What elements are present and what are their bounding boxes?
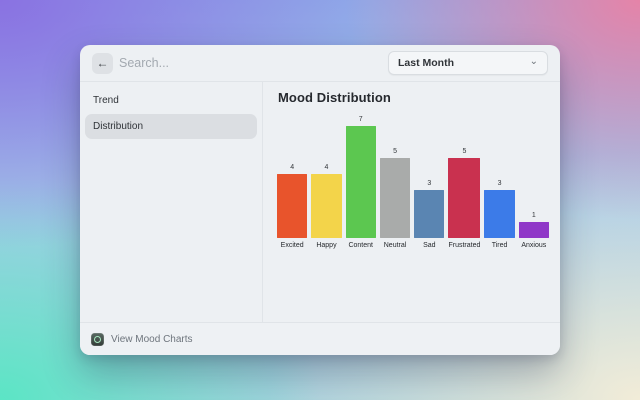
bar-category-label: Frustrated bbox=[448, 242, 481, 249]
bar-value-label: 3 bbox=[427, 180, 432, 187]
bar-neutral bbox=[379, 158, 411, 238]
bar-value-label: 7 bbox=[358, 116, 363, 123]
back-button[interactable]: ← bbox=[92, 52, 113, 74]
bar-category-label: Content bbox=[348, 242, 373, 249]
sidebar: Trend Distribution bbox=[80, 82, 263, 322]
bar-column: 4 Happy bbox=[311, 116, 342, 250]
bar-excited bbox=[277, 174, 308, 238]
bar-category-label: Anxious bbox=[521, 242, 547, 249]
period-dropdown-value: Last Month bbox=[398, 57, 454, 69]
footer-label: View Mood Charts bbox=[111, 333, 193, 345]
bar-column: 5 Neutral bbox=[379, 116, 411, 250]
bar-value-label: 5 bbox=[462, 148, 467, 155]
app-window: ← Last Month ⌄ Trend Distribution Mood D… bbox=[80, 45, 560, 355]
bar-chart: 4 Excited 4 Happy 7 Content 5 Neutral 3 Sad 5 Frust… bbox=[277, 116, 549, 250]
bar-category-label: Happy bbox=[316, 242, 337, 249]
bar-value-label: 4 bbox=[324, 164, 329, 171]
mood-app-icon bbox=[91, 332, 104, 346]
bar-column: 5 Frustrated bbox=[448, 116, 481, 250]
bar-category-label: Tired bbox=[491, 242, 508, 249]
status-bar: View Mood Charts bbox=[80, 322, 560, 355]
search-input[interactable] bbox=[119, 56, 378, 70]
toolbar: ← Last Month ⌄ bbox=[80, 45, 560, 82]
main-panel: Mood Distribution 4 Excited 4 Happy 7 Content… bbox=[263, 82, 560, 322]
bar-column: 3 Tired bbox=[484, 116, 515, 250]
bar-frustrated bbox=[448, 158, 481, 238]
smiley-glyph bbox=[94, 335, 101, 343]
bar-column: 1 Anxious bbox=[518, 116, 549, 250]
bar-column: 7 Content bbox=[345, 116, 376, 250]
bar-category-label: Excited bbox=[280, 242, 304, 249]
period-dropdown[interactable]: Last Month ⌄ bbox=[388, 51, 548, 75]
bar-sad bbox=[414, 190, 445, 238]
bar-value-label: 4 bbox=[290, 164, 295, 171]
bar-content bbox=[345, 126, 376, 238]
bar-category-label: Neutral bbox=[383, 242, 407, 249]
bar-happy bbox=[311, 174, 342, 238]
bar-value-label: 1 bbox=[531, 212, 536, 219]
bar-value-label: 5 bbox=[393, 148, 397, 155]
bar-tired bbox=[484, 190, 515, 238]
chart-title: Mood Distribution bbox=[278, 90, 391, 105]
bar-anxious bbox=[518, 222, 549, 238]
sidebar-item-trend[interactable]: Trend bbox=[93, 95, 119, 106]
content-area: Trend Distribution Mood Distribution 4 Ex… bbox=[80, 82, 560, 322]
chevron-down-icon: ⌄ bbox=[529, 55, 538, 67]
sidebar-item-distribution[interactable]: Distribution bbox=[85, 114, 257, 139]
bar-value-label: 3 bbox=[497, 180, 502, 187]
bar-category-label: Sad bbox=[423, 242, 436, 249]
bar-column: 3 Sad bbox=[414, 116, 445, 250]
back-arrow-icon: ← bbox=[96, 55, 109, 70]
bar-column: 4 Excited bbox=[277, 116, 308, 250]
